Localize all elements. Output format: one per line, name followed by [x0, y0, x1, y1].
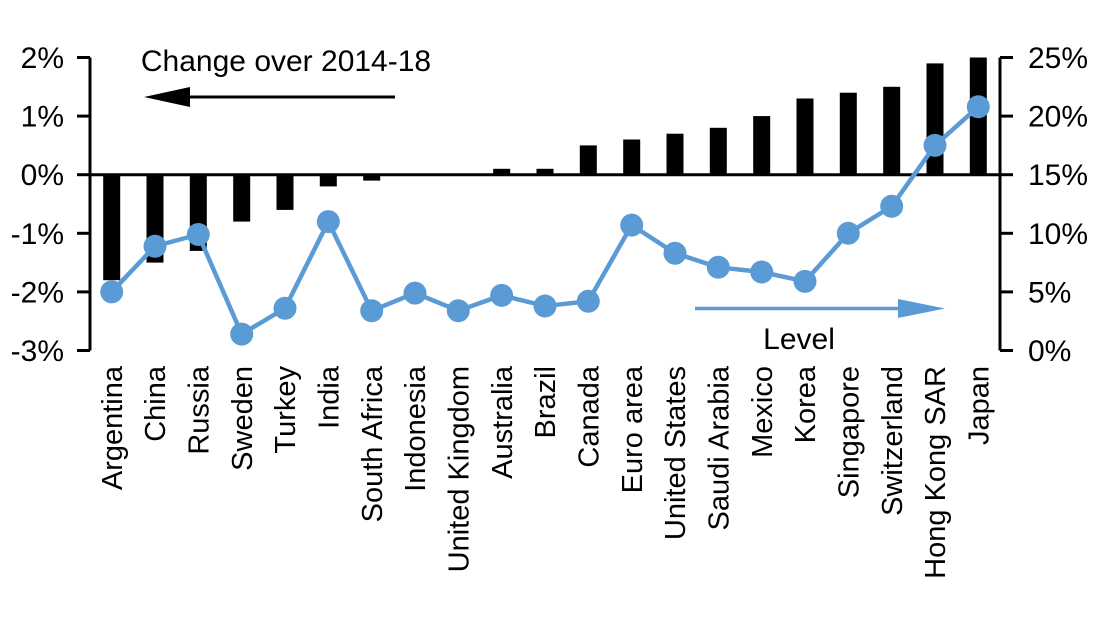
x-axis-label-euro-area: Euro area — [617, 365, 649, 493]
x-axis-label-united-kingdom: United Kingdom — [443, 366, 475, 572]
bar-mexico — [753, 116, 771, 175]
bar-korea — [796, 98, 814, 175]
level-dot-sweden — [230, 322, 254, 346]
y-axis-right-tick-label: 10% — [1028, 218, 1088, 251]
x-axis-label-indonesia: Indonesia — [400, 365, 432, 492]
x-axis-label-russia: Russia — [183, 365, 215, 455]
left-series-label: Change over 2014-18 — [141, 45, 431, 78]
bar-saudi-arabia — [709, 127, 727, 175]
y-axis-right-tick-label: 20% — [1028, 101, 1088, 134]
level-dot-canada — [576, 289, 600, 313]
y-axis-right-tick-label: 0% — [1028, 335, 1071, 368]
x-axis-label-saudi-arabia: Saudi Arabia — [703, 365, 735, 530]
level-dot-australia — [490, 283, 514, 307]
x-axis-label-australia: Australia — [487, 365, 519, 479]
x-axis-label-japan: Japan — [963, 366, 995, 445]
x-axis-label-sweden: Sweden — [227, 366, 259, 471]
level-dot-brazil — [533, 294, 557, 318]
bar-argentina — [103, 174, 121, 281]
bar-australia — [493, 168, 511, 175]
level-dot-singapore — [836, 221, 860, 245]
bar-hong-kong-sar — [926, 63, 944, 175]
y-axis-left-tick-label: 0% — [21, 159, 64, 192]
y-axis-right-tick-label: 15% — [1028, 159, 1088, 192]
bar-brazil — [536, 168, 554, 175]
y-axis-right-tick-label: 25% — [1028, 42, 1088, 75]
x-axis-label-canada: Canada — [573, 365, 605, 467]
level-dot-china — [143, 234, 167, 258]
y-axis-left-tick-label: 2% — [21, 42, 64, 75]
x-axis-label-switzerland: Switzerland — [877, 366, 909, 516]
x-axis-label-brazil: Brazil — [530, 366, 562, 439]
right-series-label: Level — [763, 323, 835, 356]
level-dot-hong-kong-sar — [923, 133, 947, 157]
bar-sweden — [233, 174, 251, 222]
level-dot-indonesia — [403, 281, 427, 305]
y-axis-right-tick-label: 5% — [1028, 276, 1071, 309]
left-arrow-icon — [144, 87, 190, 107]
x-axis-label-united-states: United States — [660, 366, 692, 540]
level-dot-russia — [186, 223, 210, 246]
y-axis-left-tick-label: -1% — [11, 218, 64, 251]
level-dot-united-kingdom — [446, 299, 470, 323]
x-axis-label-korea: Korea — [790, 365, 822, 443]
bar-united-states — [666, 133, 684, 175]
y-axis-left-tick-label: -3% — [11, 335, 64, 368]
x-axis-label-china: China — [140, 365, 172, 442]
y-axis-left-tick-label: -2% — [11, 276, 64, 309]
bar-south-africa — [363, 174, 381, 181]
y-axis-left-tick-label: 1% — [21, 101, 64, 134]
x-axis-label-turkey: Turkey — [270, 366, 302, 454]
level-dot-argentina — [100, 280, 124, 304]
bar-turkey — [276, 174, 294, 210]
x-axis-label-south-africa: South Africa — [357, 365, 389, 522]
level-dot-euro-area — [620, 213, 644, 237]
level-dot-india — [316, 210, 340, 234]
level-dot-saudi-arabia — [706, 255, 730, 279]
level-dot-mexico — [750, 260, 774, 284]
right-arrow-icon — [898, 299, 945, 318]
bar-switzerland — [883, 86, 901, 175]
level-dot-switzerland — [880, 194, 904, 218]
bar-singapore — [839, 92, 857, 175]
level-dot-south-africa — [360, 299, 384, 323]
x-axis-label-singapore: Singapore — [833, 366, 865, 498]
x-axis-label-argentina: Argentina — [97, 365, 129, 490]
x-axis-label-india: India — [313, 365, 345, 429]
bar-euro-area — [623, 139, 641, 175]
level-dot-korea — [793, 269, 817, 293]
level-dot-japan — [966, 95, 990, 119]
x-axis-label-mexico: Mexico — [747, 366, 779, 458]
bar-india — [319, 174, 337, 187]
bar-canada — [579, 145, 597, 175]
level-dot-turkey — [273, 296, 297, 320]
level-dot-united-states — [663, 241, 687, 265]
x-axis-label-hong-kong-sar: Hong Kong SAR — [920, 366, 952, 579]
